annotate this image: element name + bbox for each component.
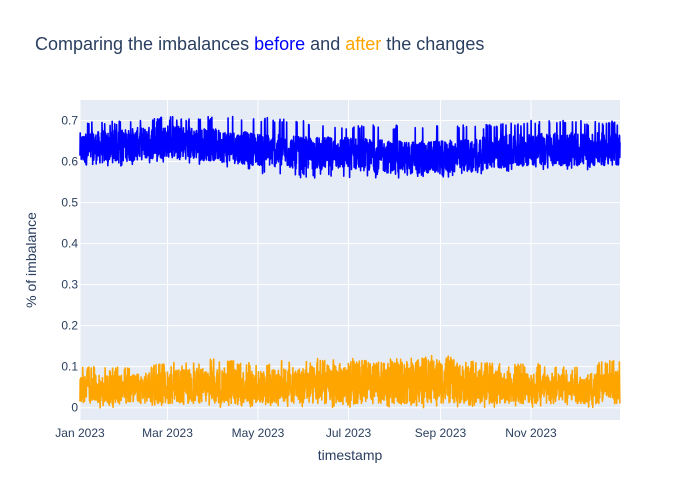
y-tick-label: 0 — [71, 401, 78, 415]
x-tick-label: Mar 2023 — [142, 426, 193, 440]
y-tick-label: 0.6 — [61, 155, 78, 169]
y-tick-label: 0.3 — [61, 278, 78, 292]
title-segment-0: Comparing the imbalances — [35, 34, 254, 54]
x-tick-label: Jul 2023 — [326, 426, 372, 440]
x-axis-ticks: Jan 2023 Mar 2023 May 2023 Jul 2023 Sep 2023… — [55, 426, 557, 440]
title-segment-3: after — [345, 34, 381, 54]
y-tick-label: 0.4 — [61, 237, 78, 251]
title-segment-4: the changes — [381, 34, 484, 54]
title-segment-2: and — [305, 34, 345, 54]
title-segment-1: before — [254, 34, 305, 54]
x-tick-label: May 2023 — [232, 426, 285, 440]
y-tick-label: 0.7 — [61, 114, 78, 128]
y-axis-title: % of imbalance — [23, 212, 39, 308]
chart-title: Comparing the imbalances before and afte… — [35, 34, 484, 54]
x-tick-label: Nov 2023 — [505, 426, 557, 440]
x-axis-title: timestamp — [318, 447, 383, 463]
y-tick-label: 0.2 — [61, 319, 78, 333]
series-layer — [79, 115, 621, 409]
series-0-line — [79, 115, 621, 179]
x-tick-label: Sep 2023 — [415, 426, 467, 440]
series-1-line — [79, 354, 621, 409]
y-tick-label: 0.5 — [61, 196, 78, 210]
y-axis-ticks: 0 0.1 0.2 0.3 0.4 0.5 0.6 0.7 — [61, 114, 78, 415]
y-tick-label: 0.1 — [61, 360, 78, 374]
x-tick-label: Jan 2023 — [55, 426, 105, 440]
